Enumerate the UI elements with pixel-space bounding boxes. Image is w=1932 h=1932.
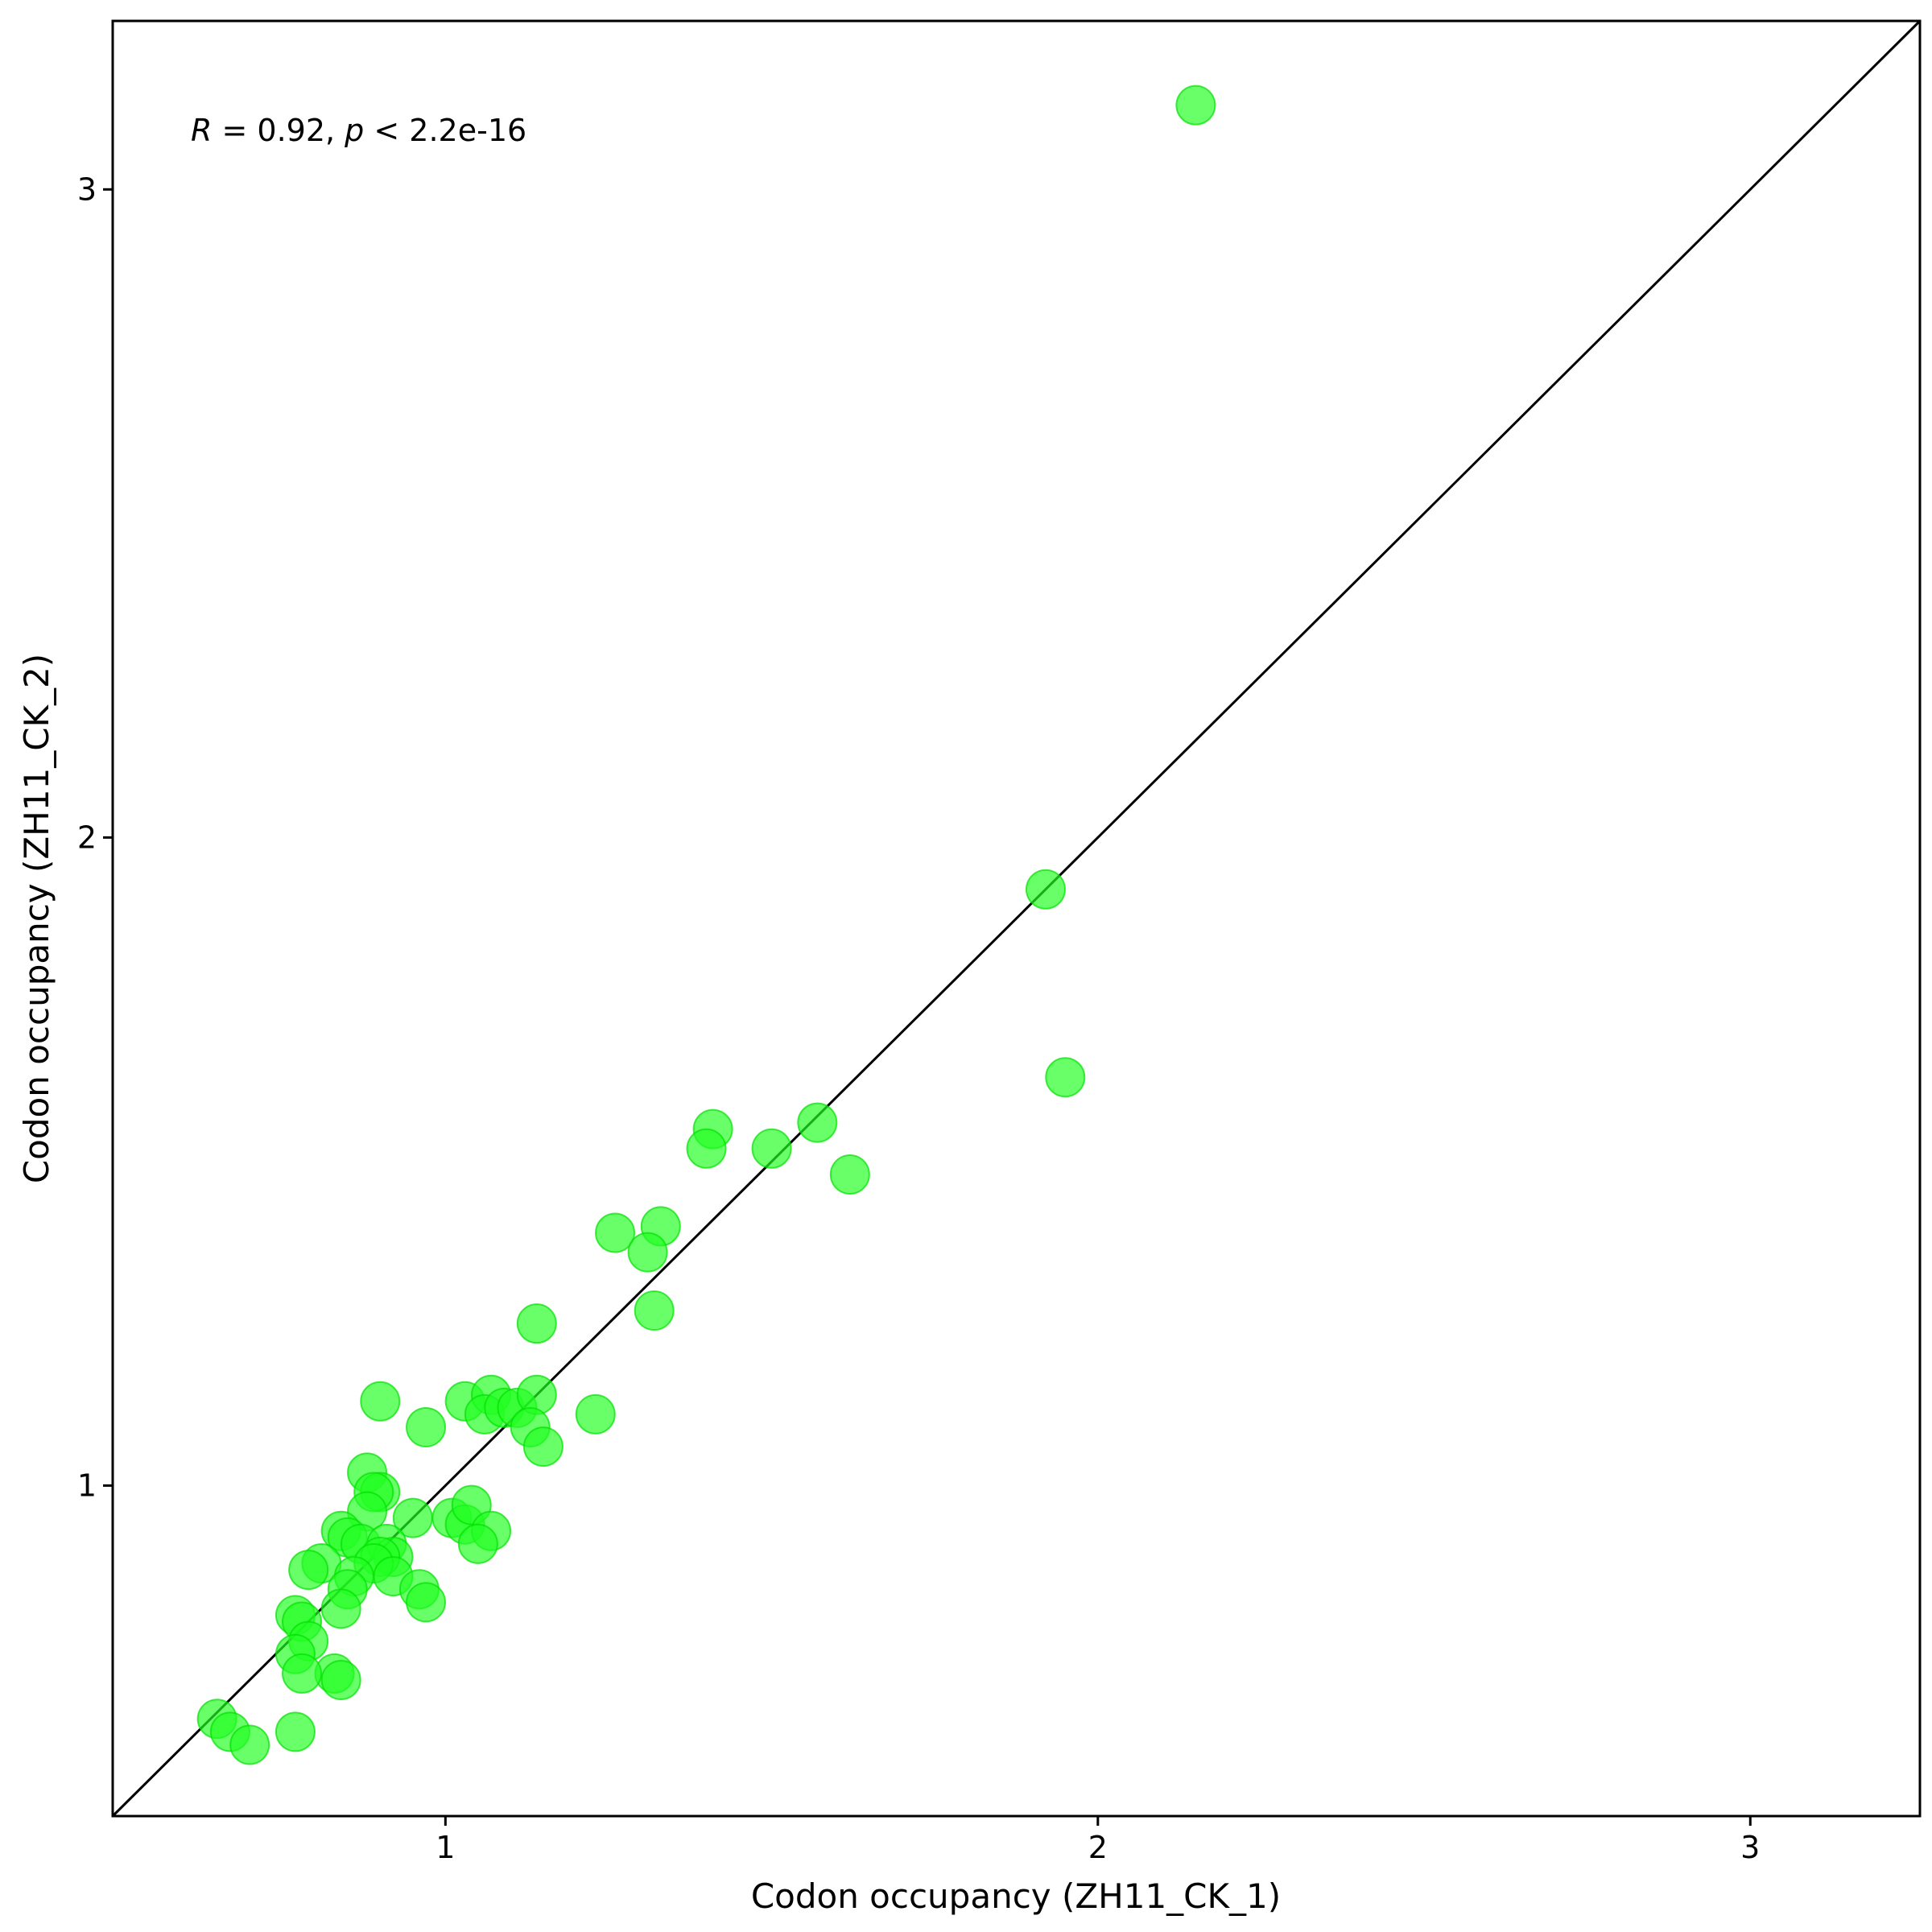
data-point-47 bbox=[320, 1588, 361, 1629]
y-axis-ticks: 1 2 3 bbox=[77, 171, 113, 1503]
data-point-56 bbox=[282, 1653, 323, 1694]
data-point-55 bbox=[320, 1659, 361, 1700]
data-point-14 bbox=[360, 1381, 401, 1422]
data-point-8 bbox=[829, 1154, 870, 1195]
data-point-44 bbox=[288, 1550, 329, 1591]
data-point-49 bbox=[406, 1582, 447, 1623]
points-layer bbox=[196, 85, 1216, 1765]
r-symbol: R bbox=[191, 113, 212, 148]
data-point-9 bbox=[595, 1212, 636, 1253]
x-tick-label: 1 bbox=[436, 1830, 455, 1865]
x-tick-label: 3 bbox=[1740, 1830, 1760, 1865]
y-tick-label: 2 bbox=[77, 819, 97, 855]
x-tick-label: 2 bbox=[1088, 1830, 1108, 1865]
data-point-24 bbox=[522, 1426, 564, 1468]
data-point-2 bbox=[1025, 869, 1066, 910]
plot-frame bbox=[111, 19, 1922, 1818]
data-point-12 bbox=[634, 1290, 675, 1331]
data-point-11 bbox=[627, 1232, 668, 1273]
data-point-4 bbox=[797, 1102, 838, 1143]
data-point-60 bbox=[229, 1724, 270, 1765]
data-point-34 bbox=[457, 1523, 498, 1564]
r-value: = 0.92, bbox=[212, 113, 345, 148]
correlation-annotation: R = 0.92, p < 2.2e-16 bbox=[191, 113, 526, 148]
x-axis-ticks: 1 2 3 bbox=[436, 1816, 1760, 1865]
y-tick-label: 1 bbox=[77, 1468, 97, 1503]
y-tick-label: 3 bbox=[77, 171, 97, 207]
data-point-21 bbox=[575, 1393, 616, 1435]
p-value: < 2.2e-16 bbox=[364, 113, 526, 148]
data-point-7 bbox=[751, 1128, 792, 1169]
x-axis-label: Codon occupancy (ZH11_CK_1) bbox=[751, 1876, 1281, 1916]
data-point-6 bbox=[686, 1128, 727, 1169]
data-point-1 bbox=[1175, 85, 1216, 126]
p-symbol: p bbox=[344, 113, 364, 148]
data-point-3 bbox=[1045, 1057, 1086, 1098]
y-axis-label: Codon occupancy (ZH11_CK_2) bbox=[17, 654, 56, 1183]
data-point-13 bbox=[516, 1303, 557, 1344]
data-point-59 bbox=[275, 1711, 316, 1752]
data-point-22 bbox=[406, 1406, 447, 1447]
